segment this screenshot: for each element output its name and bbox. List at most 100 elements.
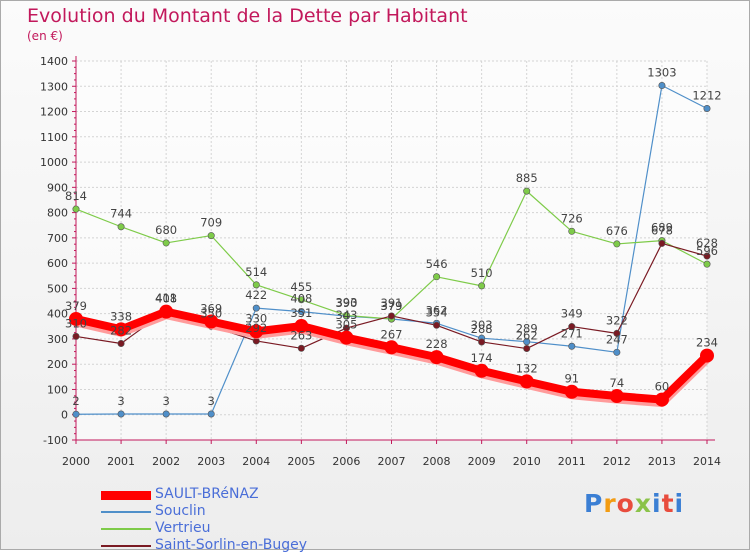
data-label: 546 — [426, 257, 448, 271]
data-label: 263 — [290, 328, 312, 342]
data-label: 289 — [516, 322, 538, 336]
data-point — [433, 321, 441, 329]
x-tick-label: 2000 — [62, 455, 90, 468]
data-label: 726 — [561, 211, 583, 225]
data-label: 132 — [516, 361, 538, 375]
data-point — [72, 410, 80, 418]
y-tick-label: 300 — [47, 333, 68, 346]
data-label: 379 — [381, 299, 403, 313]
x-tick-label: 2014 — [693, 455, 721, 468]
x-tick-label: 2008 — [423, 455, 451, 468]
data-point — [72, 205, 80, 213]
data-label: 411 — [155, 291, 177, 305]
y-tick-label: 800 — [47, 207, 68, 220]
y-tick-label: 500 — [47, 282, 68, 295]
data-label: 680 — [155, 223, 177, 237]
data-label: 349 — [561, 307, 583, 321]
data-point — [703, 105, 711, 113]
data-point — [703, 260, 711, 268]
data-label: 310 — [65, 316, 87, 330]
y-tick-label: 100 — [47, 383, 68, 396]
data-label: 350 — [200, 306, 222, 320]
data-point — [523, 345, 531, 353]
data-label: 676 — [606, 224, 628, 238]
y-tick-label: 1300 — [40, 80, 68, 93]
data-point — [613, 329, 621, 337]
data-label: 814 — [65, 189, 87, 203]
data-label: 678 — [651, 223, 673, 237]
data-label: 379 — [381, 299, 403, 313]
data-point — [429, 350, 444, 365]
y-tick-label: -100 — [43, 434, 68, 447]
y-tick-label: 1400 — [40, 55, 68, 68]
data-label: 628 — [696, 236, 718, 250]
legend-label: Souclin — [155, 503, 206, 519]
data-label: 3 — [117, 394, 124, 408]
data-label: 422 — [245, 288, 267, 302]
data-label: 3 — [208, 394, 215, 408]
data-point — [297, 308, 305, 316]
y-tick-label: 600 — [47, 257, 68, 270]
data-point — [72, 332, 80, 340]
data-point — [339, 330, 354, 345]
data-label: 234 — [696, 336, 718, 350]
data-label: 362 — [426, 303, 448, 317]
data-label: 455 — [290, 280, 312, 294]
legend-label: Vertrieu — [155, 520, 211, 536]
proxiti-logo: Proxiti — [584, 489, 685, 518]
data-label: 282 — [110, 323, 132, 337]
x-tick-label: 2010 — [513, 455, 541, 468]
data-label: 689 — [651, 221, 673, 235]
data-point — [294, 319, 309, 334]
data-label: 288 — [471, 322, 493, 336]
y-tick-label: 1100 — [40, 131, 68, 144]
data-point — [114, 322, 129, 337]
data-label: 262 — [516, 329, 538, 343]
chart-unit: (en €) — [27, 29, 63, 43]
data-point — [433, 273, 441, 281]
data-point — [658, 82, 666, 90]
x-tick-label: 2009 — [468, 455, 496, 468]
y-tick-label: 1000 — [40, 156, 68, 169]
legend-swatch — [101, 528, 151, 530]
data-point — [564, 384, 579, 399]
data-label: 514 — [245, 265, 267, 279]
data-label: 391 — [381, 296, 403, 310]
data-label: 393 — [335, 295, 357, 309]
data-point — [658, 239, 666, 247]
data-point — [568, 227, 576, 235]
data-point — [478, 338, 486, 346]
data-label: 305 — [335, 318, 357, 332]
x-tick-label: 2011 — [558, 455, 586, 468]
data-point — [474, 363, 489, 378]
data-label: 247 — [606, 332, 628, 346]
y-tick-label: 700 — [47, 232, 68, 245]
data-point — [249, 324, 264, 339]
x-tick-label: 2013 — [648, 455, 676, 468]
x-tick-label: 2012 — [603, 455, 631, 468]
data-label: 369 — [200, 301, 222, 315]
data-point — [384, 340, 399, 355]
y-tick-label: 0 — [61, 409, 68, 422]
y-tick-label: 400 — [47, 308, 68, 321]
data-point — [207, 232, 215, 240]
x-tick-label: 2004 — [242, 455, 270, 468]
data-point — [204, 314, 219, 329]
legend-swatch — [101, 491, 151, 500]
data-point — [478, 282, 486, 290]
data-point — [613, 348, 621, 356]
data-point — [523, 187, 531, 195]
data-label: 596 — [696, 244, 718, 258]
data-label: 271 — [561, 326, 583, 340]
data-point — [523, 338, 531, 346]
data-point — [342, 311, 350, 319]
data-point — [207, 410, 215, 418]
data-label: 74 — [610, 376, 625, 390]
data-label: 322 — [606, 313, 628, 327]
x-tick-label: 2003 — [197, 455, 225, 468]
data-point — [162, 239, 170, 247]
x-tick-label: 2005 — [287, 455, 315, 468]
y-tick-label: 1200 — [40, 106, 68, 119]
data-label: 744 — [110, 207, 132, 221]
